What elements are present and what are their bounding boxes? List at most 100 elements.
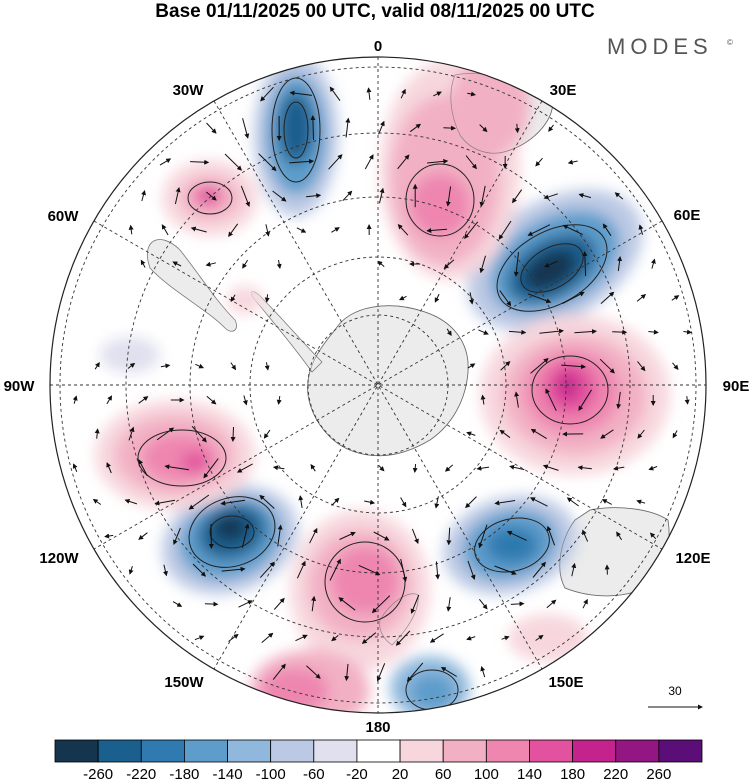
wind-vector [577,465,592,471]
wind-vector [478,524,488,549]
wind-vector [512,189,523,204]
wind-vector [546,525,556,546]
wind-vector [561,364,587,370]
wind-vector [192,563,207,577]
wind-vector [195,363,205,369]
wind-vector [236,463,253,473]
wind-vector [637,361,646,372]
wind-vector [230,426,236,442]
wind-vector [310,115,316,141]
wind-vector [265,224,271,237]
wind-vector [378,120,385,135]
wind-vector [339,531,356,540]
lon-label-60w: 60W [48,208,80,225]
colorbar-swatch [356,739,401,763]
wind-vector [637,429,645,439]
lon-label-0: 0 [374,38,382,55]
wind-vector [378,464,385,472]
colorbar-tick-label: -60 [303,766,325,783]
wind-vector [602,223,612,237]
wind-vector [289,158,315,164]
wind-vector [406,662,424,682]
wind-vector [206,122,217,134]
wind-vector [128,224,134,235]
colorbar-tick-label: -100 [256,766,286,783]
wind-vector [543,193,558,200]
colorbar-swatch [183,739,228,763]
colorbar-tick-label: -180 [169,766,199,783]
lon-label-90e: 90E [723,378,750,395]
wind-vector [358,564,381,576]
wind-vector [174,187,181,205]
wind-vector [498,220,512,240]
wind-vector [329,86,341,101]
colorbar-tick-label: -220 [126,766,156,783]
lon-label-180: 180 [365,719,390,736]
brand-logo: MODES [607,34,713,59]
wind-vector [172,261,182,267]
wind-vector [272,190,287,202]
colorbar-swatch [270,739,315,763]
colorbar-tick-label: 180 [560,766,585,783]
colorbar-swatch [227,739,272,763]
wind-vector [395,630,411,646]
wind-vector [241,523,250,548]
wind-vector [306,665,321,679]
wind-vector [445,186,452,207]
colorbar: -260 -220 -180 -140 -100 -60 -20 20 60 100 140 180 2… [54,739,703,783]
wind-vector [535,157,543,167]
wind-vector [651,258,656,269]
wind-vector [206,395,217,405]
wind-vector [410,594,420,614]
wind-vector [546,599,557,609]
wind-vector [298,495,304,508]
colorbar-tick-label: -140 [213,766,243,783]
colorbar-swatch [442,739,487,763]
wind-vector [331,227,340,233]
wind-vector [104,533,114,539]
wind-vector [478,329,489,335]
wind-vector [508,329,527,335]
wind-vector [345,117,351,138]
wind-vector [92,498,102,505]
wind-vector [506,531,527,541]
wind-vector [273,597,285,610]
wind-vector [514,391,520,408]
wind-vector [636,499,646,505]
wind-vector [191,425,207,443]
wind-vector [331,497,340,506]
wind-vector [138,459,148,477]
wind-vector [469,292,474,305]
wind-vector [364,154,374,170]
wind-vector [500,361,511,371]
wind-vector [427,158,449,164]
colorbar-swatch [97,739,142,763]
wind-vector [264,294,270,303]
wind-vector [72,395,78,404]
wind-vector [194,635,205,641]
wind-vector [600,429,614,439]
wind-vector [578,389,592,412]
wind-vector [296,560,306,579]
wind-vector [648,465,658,471]
wind-vector [648,329,659,335]
wind-vector [342,190,353,202]
wind-vector [361,632,377,644]
wind-vector [289,90,312,96]
wind-vector [172,601,183,607]
wind-vector [467,560,476,580]
colorbar-tick-label: 140 [517,766,542,783]
wind-vector [466,635,476,641]
wind-vector [527,293,552,304]
wind-vector [499,429,511,439]
wind-vector [582,598,588,609]
anomaly-field [95,57,670,713]
colorbar-swatch [140,739,185,763]
wind-vector [613,465,625,471]
wind-vector [562,224,583,236]
wind-vector [259,561,275,578]
wind-vector [530,428,547,440]
wind-vector [311,595,317,612]
wind-vector [397,224,409,236]
wind-vector [466,431,476,437]
